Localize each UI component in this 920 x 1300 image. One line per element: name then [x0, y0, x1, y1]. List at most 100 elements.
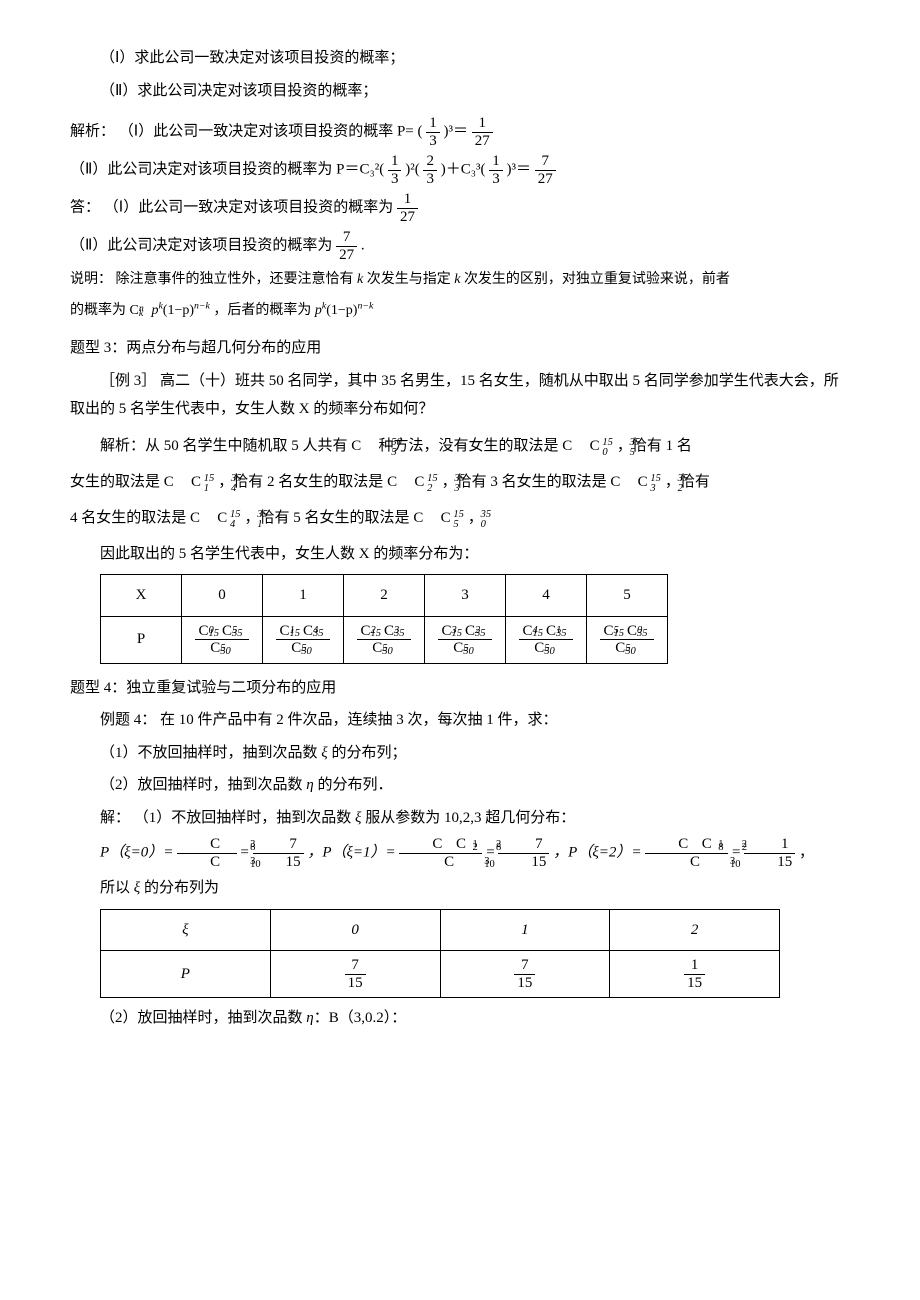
- c15-2-c35-3: C215 C335: [387, 474, 438, 490]
- frac-1-15: 115: [744, 836, 795, 870]
- c50-5: C550: [351, 438, 375, 454]
- frac-c81c22-c103: C18C22C310: [645, 836, 728, 870]
- note-t1: 除注意事件的独立性外，还要注意恰有: [116, 272, 354, 287]
- note-t5: ，后者的概率为: [213, 303, 311, 318]
- p-xi-1: ，P（ξ=1）=: [307, 845, 395, 861]
- table-cell: C315C235C550: [425, 616, 506, 663]
- ex4-q1b: 的分布列；: [328, 745, 407, 761]
- ex4-sol1b: 服从参数为 10,2,3 超几何分布：: [361, 810, 575, 826]
- table-header: 0: [270, 909, 440, 951]
- note-t2: 次发生与指定: [367, 272, 451, 287]
- ex3-s4: ，恰有 2 名女生的取法是: [218, 474, 383, 490]
- table-row-label: P: [101, 616, 182, 663]
- label-note: 说明：: [70, 272, 112, 287]
- ex3-s7: 4 名女生的取法是: [70, 510, 186, 526]
- c15-1-c35-4: C115 C435: [164, 474, 215, 490]
- ans1-text: （Ⅰ）此公司一致决定对该项目投资的概率为: [104, 199, 393, 215]
- sol2-mid2: )＋C₃³(: [441, 161, 486, 177]
- table-header: 0: [182, 575, 263, 617]
- label-solution: 解析：: [70, 123, 115, 139]
- table-row-label: P: [101, 951, 271, 998]
- ex4-sol1: 解： （1）不放回抽样时，抽到次品数 ξ 服从参数为 10,2,3 超几何分布：: [70, 804, 850, 833]
- example-4: 例题 4： 在 10 件产品中有 2 件次品，连续抽 3 次，每次抽 1 件，求…: [70, 706, 850, 735]
- sol2-mid1: )²(: [405, 161, 420, 177]
- table-cell: 715: [270, 951, 440, 998]
- ex3-solution: 解析：从 50 名学生中随机取 5 人共有 C550 种方法，没有女生的取法是 …: [70, 428, 850, 536]
- frac-1-27: 127: [472, 115, 493, 149]
- table-cell: C515C035C550: [587, 616, 668, 663]
- table-cell: C015C535C550: [182, 616, 263, 663]
- k2: k: [454, 272, 460, 287]
- ex3-s8: ，恰有 5 名女生的取法是: [245, 510, 410, 526]
- note-t3: 次发生的区别，对独立重复试验来说，前者: [464, 272, 730, 287]
- sol2-mid3: )³＝: [506, 161, 531, 177]
- p-xi-2: ，P（ξ=2）=: [553, 845, 641, 861]
- table-cell: 115: [610, 951, 780, 998]
- frac-c21c82-c103: C12C28C310: [399, 836, 482, 870]
- answer-2: （Ⅱ）此公司决定对该项目投资的概率为 727 .: [70, 229, 850, 263]
- ex4-q1: （1）不放回抽样时，抽到次品数 ξ 的分布列；: [70, 739, 850, 768]
- so2: 的分布列为: [140, 880, 219, 896]
- sol1-text: （Ⅰ）此公司一致决定对该项目投资的概率 P= (: [119, 123, 423, 139]
- frac-1-3c: 13: [489, 153, 503, 187]
- label-sol: 解：: [100, 810, 130, 826]
- table-cell: C215C335C550: [344, 616, 425, 663]
- so-line: 所以 ξ 的分布列为: [70, 874, 850, 903]
- p-xi-0: P（ξ=0）=: [100, 845, 173, 861]
- table-header: ξ: [101, 909, 271, 951]
- frac-1-3b: 13: [388, 153, 402, 187]
- table-header: 2: [344, 575, 425, 617]
- type3-title: 题型 3：两点分布与超几何分布的应用: [70, 334, 850, 363]
- label-answer: 答：: [70, 199, 100, 215]
- frac-7-27: 727: [535, 153, 556, 187]
- type4-title: 题型 4：独立重复试验与二项分布的应用: [70, 674, 850, 703]
- frac-7-27b: 727: [336, 229, 357, 263]
- table-header: 3: [425, 575, 506, 617]
- ex4-sol2: （2）放回抽样时，抽到次品数 η：B（3,0.2）：: [70, 1004, 850, 1033]
- question-1: （Ⅰ）求此公司一致决定对该项目投资的概率；: [70, 44, 850, 73]
- ex3-s0: 解析：从 50 名学生中随机取 5 人共有: [100, 438, 348, 454]
- ex3-s3: 女生的取法是: [70, 474, 160, 490]
- c15-5-c35-0: C515 C035: [413, 510, 464, 526]
- note-line2: 的概率为 Cknpk(1−p)n−k ，后者的概率为 pk(1−p)n−k: [70, 298, 850, 325]
- ex3-conclusion: 因此取出的 5 名学生代表中，女生人数 X 的频率分布为：: [70, 540, 850, 569]
- ex4-q1a: （1）不放回抽样时，抽到次品数: [100, 745, 321, 761]
- eta2: η: [306, 1010, 313, 1026]
- question-2: （Ⅱ）求此公司决定对该项目投资的概率；: [70, 77, 850, 106]
- eta1: η: [306, 777, 313, 793]
- table-cell: C415C135C550: [506, 616, 587, 663]
- formula-pk: pk(1−p)n−k: [315, 303, 373, 318]
- ex3-s5: ，恰有 3 名女生的取法是: [442, 474, 607, 490]
- note: 说明： 除注意事件的独立性外，还要注意恰有 k 次发生与指定 k 次发生的区别，…: [70, 267, 850, 294]
- k1: k: [357, 272, 363, 287]
- table-header: 5: [587, 575, 668, 617]
- frac-1-3: 13: [426, 115, 440, 149]
- ans2-post: .: [361, 237, 365, 253]
- sol2-pre: （Ⅱ）此公司决定对该项目投资的概率为 P＝C₃²(: [70, 161, 384, 177]
- note-t4: 的概率为: [70, 303, 126, 318]
- table-header: 1: [263, 575, 344, 617]
- ex4-label: 例题 4：: [100, 712, 156, 728]
- table-distribution-xi: ξ012P715715115: [100, 909, 780, 999]
- comma: ，: [799, 845, 814, 861]
- table-header: X: [101, 575, 182, 617]
- c15-4-c35-1: C415 C135: [190, 510, 241, 526]
- frac-1-27b: 127: [397, 191, 418, 225]
- table-header: 1: [440, 909, 610, 951]
- ex4-sol2b: ：B（3,0.2）：: [314, 1010, 407, 1026]
- solution-2: （Ⅱ）此公司决定对该项目投资的概率为 P＝C₃²( 13 )²( 23 )＋C₃…: [70, 153, 850, 187]
- cube-eq: )³＝: [444, 123, 469, 139]
- answer-block: 答： （Ⅰ）此公司一致决定对该项目投资的概率为 127: [70, 191, 850, 225]
- table-distribution-x: X012345PC015C535C550C115C435C550C215C335…: [100, 574, 668, 664]
- ex4-text: 在 10 件产品中有 2 件次品，连续抽 3 次，每次抽 1 件，求：: [160, 712, 558, 728]
- ex4-q2: （2）放回抽样时，抽到次品数 η 的分布列．: [70, 771, 850, 800]
- ex4-q2b: 的分布列．: [314, 777, 393, 793]
- formula-cnk: Cknpk(1−p)n−k: [130, 303, 214, 318]
- frac-2-3: 23: [423, 153, 437, 187]
- ex4-sol1a: （1）不放回抽样时，抽到次品数: [134, 810, 355, 826]
- ans2-pre: （Ⅱ）此公司决定对该项目投资的概率为: [70, 237, 332, 253]
- ex4-sol2a: （2）放回抽样时，抽到次品数: [100, 1010, 306, 1026]
- table-cell: 715: [440, 951, 610, 998]
- frac-c83-c103: C38C310: [177, 836, 237, 870]
- so1: 所以: [100, 880, 134, 896]
